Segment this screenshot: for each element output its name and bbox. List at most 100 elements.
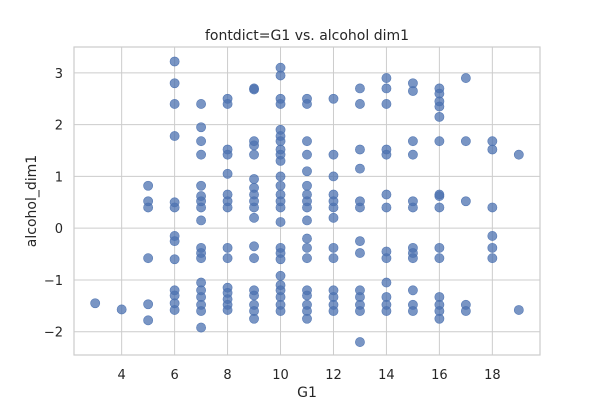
data-point xyxy=(222,149,233,160)
data-point xyxy=(328,149,339,160)
data-point xyxy=(249,290,259,301)
data-point xyxy=(355,144,365,155)
data-point xyxy=(169,202,180,213)
data-point xyxy=(249,313,259,324)
data-point xyxy=(143,299,154,310)
plot-frame xyxy=(73,46,541,356)
y-tick-label: 1 xyxy=(55,170,63,185)
data-point xyxy=(275,180,286,191)
data-point xyxy=(196,99,206,109)
data-point xyxy=(328,93,339,104)
data-point xyxy=(169,305,180,315)
data-point xyxy=(143,253,154,264)
data-point xyxy=(169,131,180,141)
y-tick-label: −2 xyxy=(44,326,63,341)
x-tick-label: 6 xyxy=(170,368,178,383)
x-axis-label: G1 xyxy=(297,385,317,400)
data-point xyxy=(460,73,471,83)
x-tick-label: 8 xyxy=(223,368,231,383)
data-point xyxy=(408,86,418,96)
data-point xyxy=(249,241,259,252)
data-point xyxy=(408,285,418,296)
data-point xyxy=(355,337,365,347)
data-point xyxy=(513,149,524,160)
data-point xyxy=(302,149,312,160)
data-point xyxy=(143,315,154,326)
data-point xyxy=(169,99,180,109)
x-tick-label: 12 xyxy=(325,368,342,383)
data-point xyxy=(275,270,286,281)
data-point xyxy=(381,202,392,213)
data-point xyxy=(169,236,180,247)
data-point xyxy=(143,180,154,191)
data-points xyxy=(90,56,524,347)
y-tick-label: −1 xyxy=(44,274,63,289)
data-point xyxy=(169,254,180,265)
data-point xyxy=(90,298,101,309)
data-point xyxy=(408,253,418,264)
data-point xyxy=(275,254,286,265)
data-point xyxy=(434,242,445,253)
data-point xyxy=(196,149,206,160)
data-point xyxy=(222,99,233,109)
data-point xyxy=(434,111,445,122)
data-point xyxy=(196,322,206,333)
data-point xyxy=(275,306,286,316)
data-point xyxy=(408,306,418,316)
data-point xyxy=(302,233,312,244)
data-point xyxy=(513,305,524,315)
data-point xyxy=(487,242,498,253)
data-point xyxy=(328,242,339,253)
data-point xyxy=(408,136,418,147)
data-point xyxy=(275,70,286,81)
y-tick-label: 2 xyxy=(55,119,63,134)
data-point xyxy=(381,99,392,109)
data-point xyxy=(487,136,498,147)
data-point xyxy=(381,306,392,316)
data-point xyxy=(302,215,312,226)
data-point xyxy=(434,202,445,213)
data-point xyxy=(222,253,233,264)
data-point xyxy=(249,149,259,160)
x-tick-label: 18 xyxy=(484,368,501,383)
data-point xyxy=(222,168,233,179)
data-point xyxy=(381,253,392,264)
data-point xyxy=(222,305,233,315)
x-axis-ticks: 4 6 8 10 12 14 16 18 xyxy=(118,368,501,383)
data-point xyxy=(487,202,498,213)
data-point xyxy=(275,155,286,166)
data-point xyxy=(328,212,339,223)
data-point xyxy=(196,253,206,264)
data-point xyxy=(275,136,286,147)
data-point xyxy=(275,99,286,109)
data-point xyxy=(196,122,206,133)
y-axis-label: alcohol_dim1 xyxy=(24,155,40,247)
data-point xyxy=(275,171,286,182)
x-tick-label: 10 xyxy=(272,368,289,383)
data-point xyxy=(302,253,312,264)
data-point xyxy=(249,212,259,223)
data-point xyxy=(328,306,339,316)
data-point xyxy=(302,290,312,301)
data-point xyxy=(487,144,498,155)
data-point xyxy=(249,174,259,184)
data-point xyxy=(222,202,233,213)
chart-title: fontdict=G1 vs. alcohol dim1 xyxy=(205,28,409,44)
data-point xyxy=(249,202,259,213)
data-point xyxy=(275,217,286,227)
data-point xyxy=(249,140,259,151)
data-point xyxy=(434,136,445,147)
data-point xyxy=(302,202,312,213)
data-point xyxy=(460,196,471,207)
data-point xyxy=(302,180,312,191)
data-point xyxy=(302,166,312,177)
data-point xyxy=(196,202,206,213)
data-point xyxy=(116,304,127,315)
data-point xyxy=(381,189,392,200)
x-tick-label: 16 xyxy=(431,368,448,383)
data-point xyxy=(302,99,312,109)
data-point xyxy=(355,202,365,213)
data-point xyxy=(460,306,471,316)
y-tick-label: 3 xyxy=(55,67,63,82)
